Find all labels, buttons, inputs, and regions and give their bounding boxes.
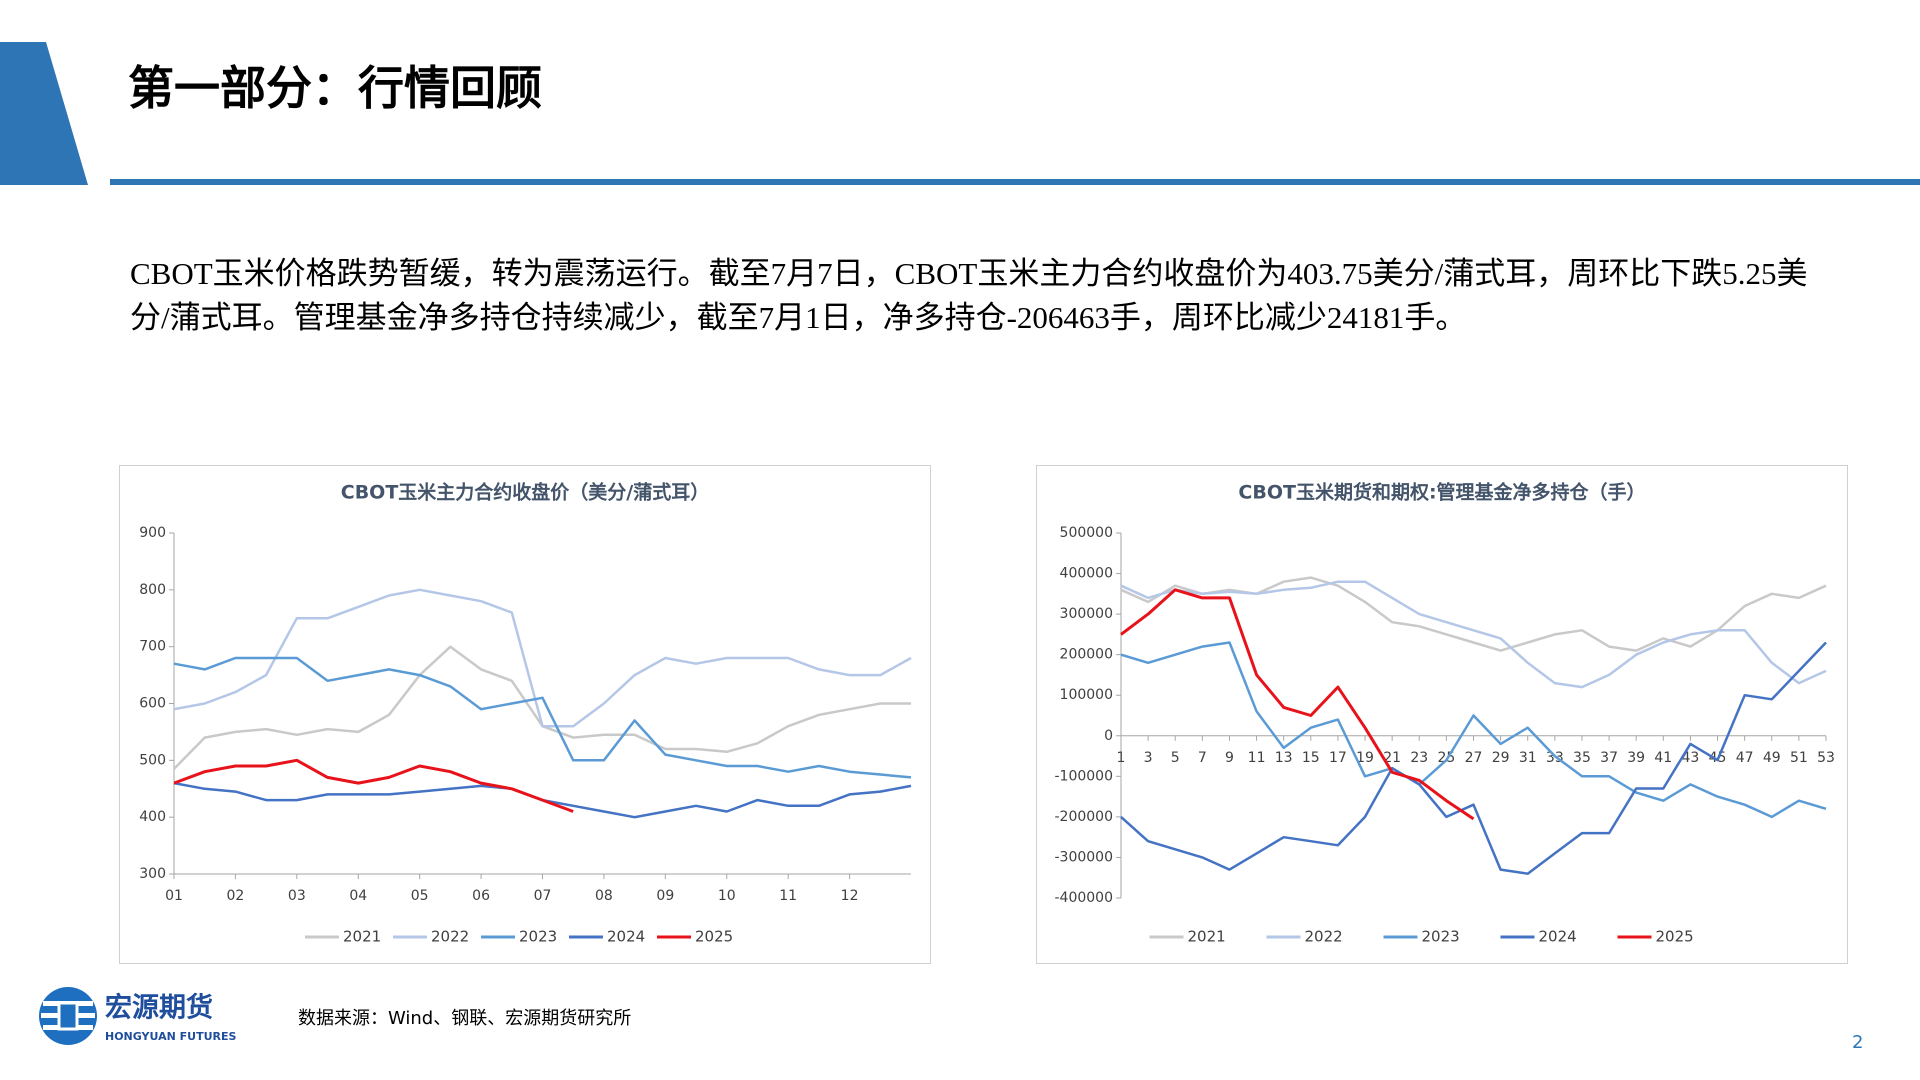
x-tick-label: 39 — [1627, 750, 1645, 766]
y-tick-label: 500 — [139, 752, 166, 768]
x-tick-label: 9 — [1225, 750, 1234, 766]
x-tick-label: 09 — [656, 888, 674, 904]
legend-label: 2024 — [1539, 928, 1577, 946]
x-tick-label: 35 — [1573, 750, 1591, 766]
x-tick-label: 02 — [227, 888, 245, 904]
legend-label: 2022 — [1305, 928, 1343, 946]
x-tick-label: 08 — [595, 888, 613, 904]
series-line — [1120, 641, 1827, 875]
series-line — [173, 656, 912, 779]
x-tick-label: 49 — [1763, 750, 1781, 766]
x-tick-label: 01 — [165, 888, 183, 904]
logo-square — [57, 1001, 79, 1031]
y-tick-label: 400 — [139, 809, 166, 825]
x-tick-label: 27 — [1465, 750, 1483, 766]
legend-label: 2021 — [343, 928, 381, 946]
x-tick-label: 12 — [841, 888, 859, 904]
x-tick-label: 7 — [1198, 750, 1207, 766]
x-tick-label: 33 — [1546, 750, 1564, 766]
series-line — [1120, 580, 1827, 689]
x-tick-label: 3 — [1144, 750, 1153, 766]
legend-label: 2025 — [695, 928, 733, 946]
x-tick-label: 5 — [1171, 750, 1180, 766]
x-tick-label: 29 — [1492, 750, 1510, 766]
y-tick-label: -100000 — [1055, 768, 1114, 784]
series-line — [173, 645, 911, 770]
chart: CBOT玉米主力合约收盘价（美分/蒲式耳） 300 400 500 600 700 800 9… — [139, 481, 912, 946]
x-tick-label: 15 — [1302, 750, 1320, 766]
chart-title: CBOT玉米期货和期权:管理基金净多持仓（手） — [1238, 481, 1645, 504]
header-rule — [110, 179, 1920, 185]
page-number: 2 — [1852, 1032, 1864, 1053]
x-tick-label: 07 — [534, 888, 552, 904]
x-tick-label: 21 — [1383, 750, 1401, 766]
legend-label: 2025 — [1656, 928, 1694, 946]
x-tick-label: 23 — [1410, 750, 1428, 766]
x-tick-label: 13 — [1275, 750, 1293, 766]
x-tick-label: 03 — [288, 888, 306, 904]
x-tick-label: 1 — [1117, 750, 1126, 766]
y-tick-label: 0 — [1104, 728, 1113, 744]
legend-label: 2023 — [519, 928, 557, 946]
x-tick-label: 10 — [718, 888, 736, 904]
x-tick-label: 51 — [1790, 750, 1808, 766]
series-line — [1120, 576, 1827, 652]
legend-label: 2022 — [431, 928, 469, 946]
y-tick-label: 400000 — [1060, 566, 1113, 582]
y-tick-label: 300000 — [1060, 606, 1113, 622]
series-line — [1120, 641, 1827, 819]
logo-subtitle: HONGYUAN FUTURES — [105, 1030, 237, 1043]
legend-label: 2023 — [1422, 928, 1460, 946]
x-tick-label: 11 — [779, 888, 797, 904]
y-tick-label: 900 — [139, 525, 166, 541]
logo: 宏源期货 HONGYUAN FUTURES — [39, 987, 237, 1045]
x-tick-label: 17 — [1329, 750, 1347, 766]
y-tick-label: -200000 — [1055, 809, 1114, 825]
chart-panel: CBOT玉米主力合约收盘价（美分/蒲式耳） 300 400 500 600 700 800 9… — [119, 465, 931, 964]
x-tick-label: 41 — [1654, 750, 1672, 766]
chart-panel: CBOT玉米期货和期权:管理基金净多持仓（手） -400000 -300000 -20… — [1036, 465, 1848, 964]
slide-title: 第一部分：行情回顾 — [128, 61, 542, 115]
y-tick-label: 100000 — [1060, 687, 1113, 703]
x-tick-label: 11 — [1248, 750, 1266, 766]
x-tick-label: 19 — [1356, 750, 1374, 766]
y-tick-label: 500000 — [1060, 525, 1113, 541]
legend-label: 2021 — [1188, 928, 1226, 946]
y-tick-label: 200000 — [1060, 647, 1113, 663]
chart: CBOT玉米期货和期权:管理基金净多持仓（手） -400000 -300000 -20… — [1055, 481, 1835, 946]
x-tick-label: 04 — [349, 888, 367, 904]
x-tick-label: 06 — [472, 888, 490, 904]
y-tick-label: 800 — [139, 582, 166, 598]
x-tick-label: 31 — [1519, 750, 1537, 766]
body-text: CBOT玉米价格跌势暂缓，转为震荡运行。截至7月7日，CBOT玉米主力合约收盘价… — [130, 256, 1808, 335]
y-tick-label: -400000 — [1055, 890, 1114, 906]
x-tick-label: 37 — [1600, 750, 1618, 766]
y-tick-label: 700 — [139, 639, 166, 655]
chart-title: CBOT玉米主力合约收盘价（美分/蒲式耳） — [341, 481, 709, 504]
y-tick-label: 300 — [139, 866, 166, 882]
series-line — [173, 758, 574, 813]
header-band — [0, 42, 88, 185]
x-tick-label: 05 — [411, 888, 429, 904]
x-tick-label: 53 — [1817, 750, 1835, 766]
x-tick-label: 47 — [1736, 750, 1754, 766]
x-tick-label: 43 — [1682, 750, 1700, 766]
series-line — [1120, 588, 1475, 821]
source-note: 数据来源：Wind、钢联、宏源期货研究所 — [298, 1008, 632, 1029]
y-tick-label: 600 — [139, 696, 166, 712]
logo-name: 宏源期货 — [105, 992, 213, 1024]
y-tick-label: -300000 — [1055, 849, 1114, 865]
legend-label: 2024 — [607, 928, 645, 946]
series-line — [173, 588, 912, 728]
